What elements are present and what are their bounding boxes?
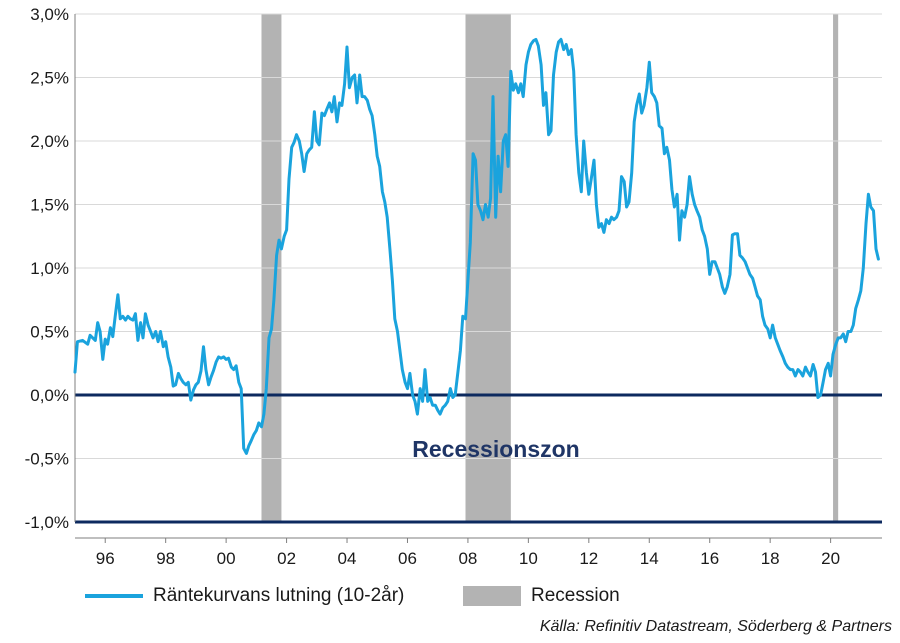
y-tick-label: 1,5%	[30, 196, 69, 215]
legend-label-recession: Recession	[531, 585, 620, 606]
x-tick-label: 00	[217, 549, 236, 568]
x-tick-label: 96	[96, 549, 115, 568]
y-tick-label: -0,5%	[25, 450, 69, 469]
x-tick-label: 06	[398, 549, 417, 568]
legend-box-swatch	[463, 586, 521, 606]
x-tick-label: 10	[519, 549, 538, 568]
recession-zone-annotation: Recessionszon	[412, 436, 579, 462]
y-tick-label: -1,0%	[25, 513, 69, 532]
chart: 3,0% 2,5% 2,0% 1,5% 1,0% 0,5% 0,0% -0,5% -1,0% 96…	[25, 5, 882, 568]
legend: Räntekurvans lutning (10-2år) Recession	[85, 582, 785, 610]
x-tick-label: 02	[277, 549, 296, 568]
x-tick-label: 14	[640, 549, 659, 568]
y-tick-label: 1,0%	[30, 259, 69, 278]
legend-label-series: Räntekurvans lutning (10-2år)	[153, 585, 405, 606]
x-tick-label: 20	[821, 549, 840, 568]
x-tick-label: 16	[700, 549, 719, 568]
tick-labels: 3,0% 2,5% 2,0% 1,5% 1,0% 0,5% 0,0% -0,5% -1,0% 96…	[25, 5, 841, 568]
series-layer	[73, 37, 880, 455]
y-tick-label: 3,0%	[30, 5, 69, 24]
x-tick-label: 08	[458, 549, 477, 568]
y-tick-label: 0,0%	[30, 386, 69, 405]
axes	[74, 14, 882, 543]
x-tick-label: 04	[338, 549, 357, 568]
x-tick-label: 12	[579, 549, 598, 568]
y-tick-label: 0,5%	[30, 323, 69, 342]
reference-lines	[75, 393, 882, 524]
legend-line-swatch	[85, 594, 143, 598]
legend-item-recession: Recession	[463, 582, 620, 610]
y-tick-label: 2,5%	[30, 69, 69, 88]
source-note: Källa: Refinitiv Datastream, Söderberg &…	[539, 618, 892, 635]
legend-item-series: Räntekurvans lutning (10-2år)	[85, 582, 404, 610]
x-tick-label: 18	[761, 549, 780, 568]
series-line-1	[73, 37, 880, 455]
x-tick-label: 98	[156, 549, 175, 568]
y-tick-label: 2,0%	[30, 132, 69, 151]
